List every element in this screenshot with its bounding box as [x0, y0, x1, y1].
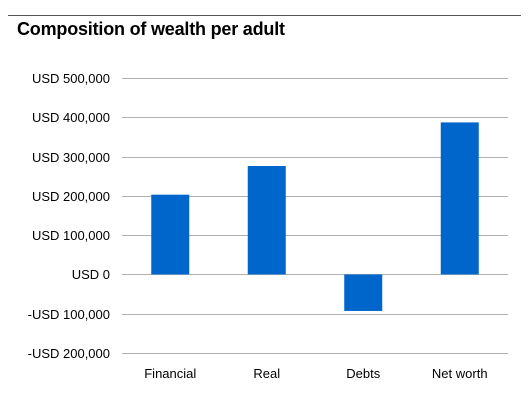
x-category-label: Real — [253, 366, 280, 381]
y-tick-label: USD 300,000 — [32, 150, 110, 165]
bar-financial — [151, 194, 190, 275]
bar-real — [247, 166, 286, 275]
title-rule — [8, 15, 521, 16]
x-axis-categories: Financial Real Debts Net worth — [144, 366, 487, 381]
x-category-label: Debts — [346, 366, 380, 381]
y-tick-label: USD 0 — [72, 267, 110, 282]
chart-title: Composition of wealth per adult — [17, 19, 285, 39]
x-category-label: Financial — [144, 366, 196, 381]
bars — [151, 122, 479, 311]
bar-net-worth — [440, 122, 479, 275]
y-tick-label: -USD 100,000 — [28, 307, 110, 322]
y-tick-label: USD 100,000 — [32, 228, 110, 243]
y-tick-label: -USD 200,000 — [28, 346, 110, 361]
y-axis-ticks: USD 500,000 USD 400,000 USD 300,000 USD 200… — [28, 71, 110, 361]
x-category-label: Net worth — [432, 366, 488, 381]
y-tick-label: USD 400,000 — [32, 110, 110, 125]
bar-debts — [344, 274, 383, 311]
y-tick-label: USD 200,000 — [32, 189, 110, 204]
y-tick-label: USD 500,000 — [32, 71, 110, 86]
